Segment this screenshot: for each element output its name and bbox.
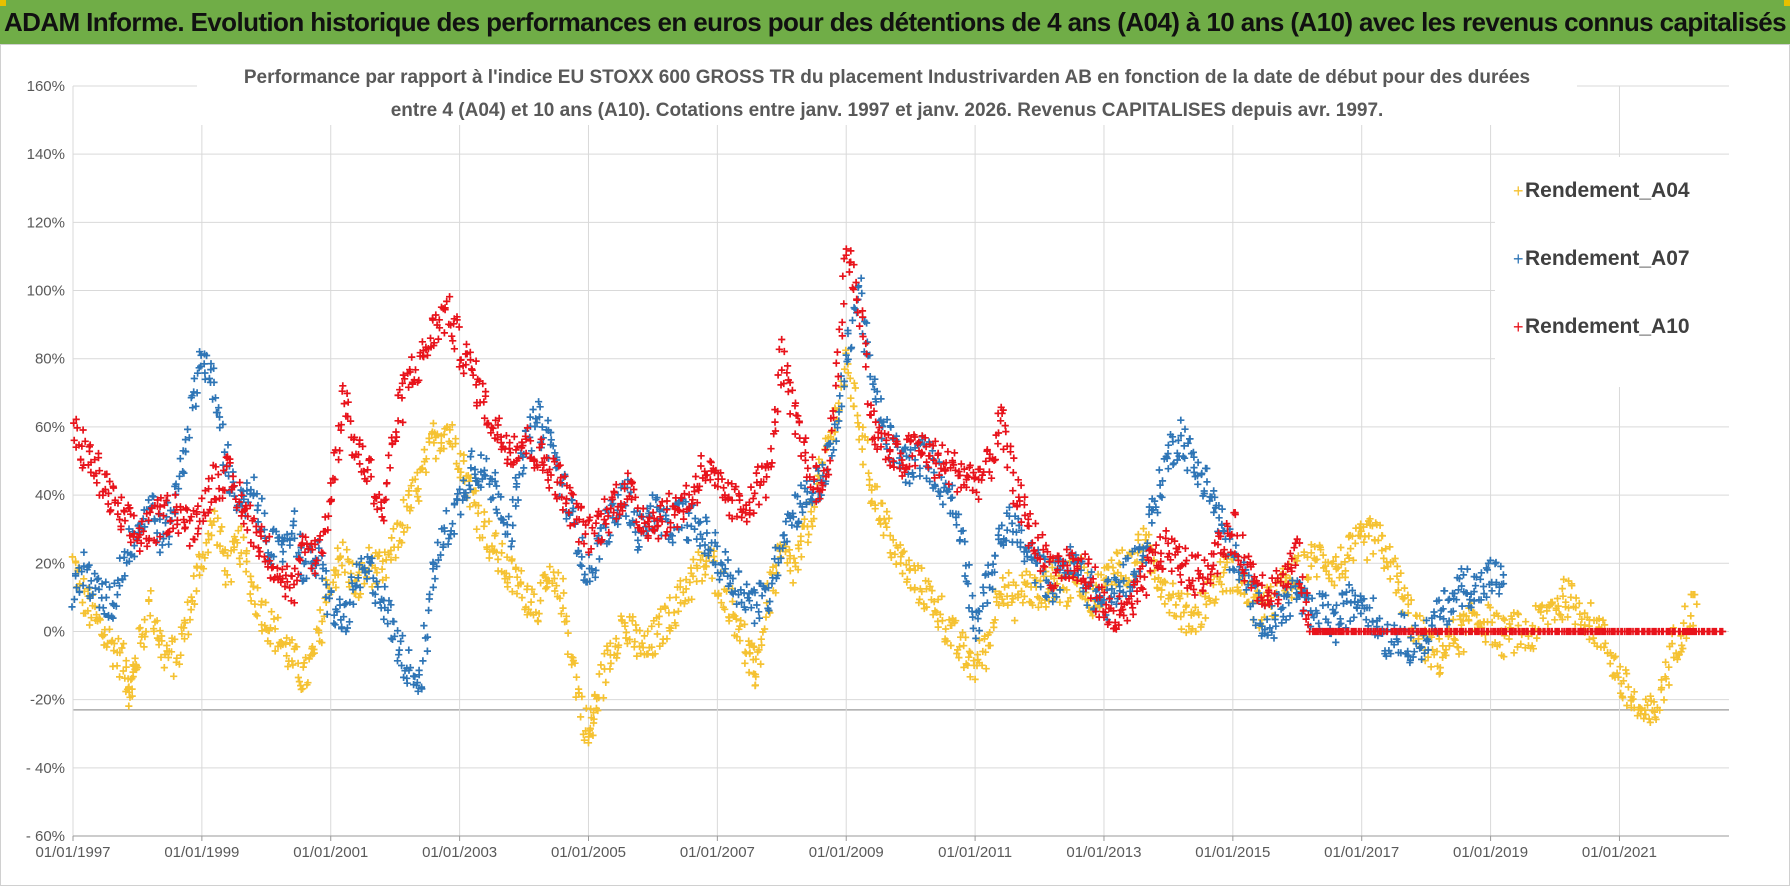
y-tick-label: 160% bbox=[27, 78, 65, 95]
legend-marker-a10: + bbox=[1513, 317, 1524, 337]
scatter-chart: 160% 140% 120% 100% 80% 60% 40% 20% 0% -20% - 40% -… bbox=[26, 57, 1731, 861]
x-tick-label: 01/01/2011 bbox=[938, 844, 1012, 861]
legend-bg bbox=[1495, 157, 1731, 387]
x-tick-label: 01/01/2017 bbox=[1324, 844, 1399, 861]
header-bar: ADAM Informe. Evolution historique des p… bbox=[0, 0, 1790, 44]
y-axis: 160% 140% 120% 100% 80% 60% 40% 20% 0% -20% - 40% -… bbox=[26, 78, 65, 845]
header-corner-right bbox=[1784, 0, 1790, 6]
chart-title-line2: entre 4 (A04) et 10 ans (A10). Cotations… bbox=[391, 100, 1384, 121]
series-Rendement_A10 bbox=[70, 245, 1727, 636]
legend-label-a10: Rendement_A10 bbox=[1525, 315, 1690, 338]
scatter-points-Rendement_A04 bbox=[68, 346, 1701, 747]
chart-title-line1: Performance par rapport à l'indice EU ST… bbox=[244, 67, 1530, 88]
y-tick-label: -20% bbox=[30, 692, 65, 709]
legend-marker-a07: + bbox=[1513, 249, 1524, 269]
series-layer bbox=[68, 245, 1727, 747]
x-tick-label: 01/01/2019 bbox=[1453, 844, 1528, 861]
chart-grid bbox=[72, 85, 1729, 837]
series-Rendement_A04 bbox=[68, 346, 1701, 747]
x-axis: 01/01/1997 01/01/1999 01/01/2001 01/01/2003… bbox=[35, 835, 1729, 861]
chart-title-bg bbox=[197, 57, 1577, 125]
header-corner-left bbox=[0, 0, 6, 6]
y-tick-label: 80% bbox=[35, 351, 65, 368]
legend-label-a04: Rendement_A04 bbox=[1525, 179, 1690, 202]
x-tick-label: 01/01/1997 bbox=[35, 844, 110, 861]
page-title: ADAM Informe. Evolution historique des p… bbox=[3, 7, 1787, 37]
y-tick-label: 40% bbox=[35, 487, 65, 504]
x-tick-label: 01/01/2021 bbox=[1582, 844, 1657, 861]
x-tick-label: 01/01/1999 bbox=[164, 844, 239, 861]
x-tick-label: 01/01/2015 bbox=[1195, 844, 1270, 861]
y-tick-label: 120% bbox=[27, 214, 65, 231]
y-tick-label: 0% bbox=[43, 623, 65, 640]
legend-label-a07: Rendement_A07 bbox=[1525, 247, 1690, 270]
y-tick-label: - 60% bbox=[26, 828, 65, 845]
x-tick-label: 01/01/2009 bbox=[809, 844, 884, 861]
x-tick-label: 01/01/2003 bbox=[422, 844, 497, 861]
chart-frame: 160% 140% 120% 100% 80% 60% 40% 20% 0% -20% - 40% -… bbox=[0, 44, 1790, 886]
x-tick-label: 01/01/2001 bbox=[293, 844, 368, 861]
legend-marker-a04: + bbox=[1513, 181, 1524, 201]
scatter-points-Rendement_A10 bbox=[70, 245, 1727, 636]
scatter-points-Rendement_A07 bbox=[68, 274, 1508, 695]
y-tick-label: 60% bbox=[35, 419, 65, 436]
x-tick-label: 01/01/2005 bbox=[551, 844, 626, 861]
y-tick-label: 100% bbox=[27, 283, 65, 300]
y-tick-label: 140% bbox=[27, 146, 65, 163]
y-tick-label: - 40% bbox=[26, 760, 65, 777]
chart-title: Performance par rapport à l'indice EU ST… bbox=[197, 57, 1577, 125]
legend: + Rendement_A04 + Rendement_A07 + Rendem… bbox=[1495, 157, 1731, 387]
x-tick-label: 01/01/2007 bbox=[680, 844, 755, 861]
series-Rendement_A07 bbox=[68, 274, 1508, 695]
x-tick-label: 01/01/2013 bbox=[1066, 844, 1141, 861]
y-tick-label: 20% bbox=[35, 555, 65, 572]
